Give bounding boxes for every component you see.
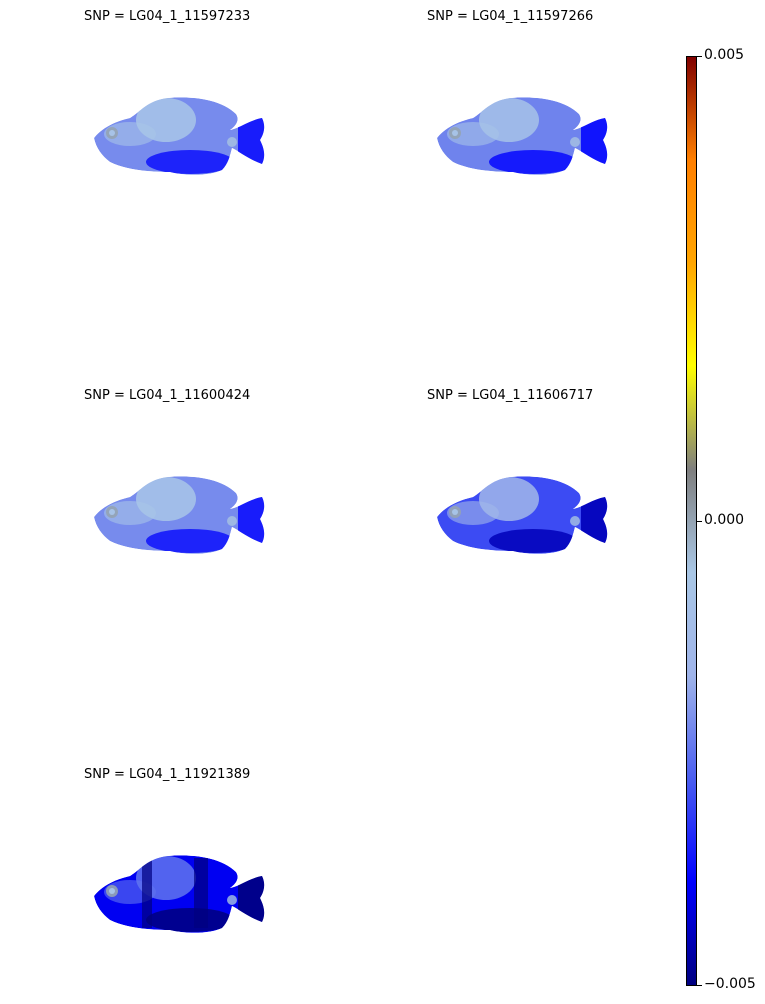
fish-tail [581, 114, 608, 170]
colorbar-label-zero: 0.000 [704, 512, 745, 528]
fish-tail [581, 493, 608, 549]
colorbar-tick-max [697, 56, 702, 57]
colorbar-tick-zero [697, 521, 702, 522]
panel-title-2: SNP = LG04_1_11597266 [427, 9, 594, 24]
fish-pupil [452, 509, 458, 515]
colorbar [686, 56, 697, 986]
fish-head-patch [104, 501, 156, 525]
fish-tail [238, 114, 265, 170]
fish-heatmap-4 [437, 476, 608, 554]
fish-tail-spot [227, 895, 237, 905]
fish-head-patch [447, 501, 499, 525]
fish-ventral-band [146, 529, 234, 553]
fish-ventral-band [146, 908, 234, 932]
fish-stripe [194, 858, 208, 928]
fish-heatmap-5 [94, 855, 265, 933]
colorbar-label-max: 0.005 [704, 47, 745, 63]
fish-stripe [142, 858, 152, 928]
panel-title-4: SNP = LG04_1_11606717 [427, 388, 594, 403]
colorbar-fill [686, 56, 697, 986]
fish-tail [238, 872, 265, 928]
fish-pupil [452, 130, 458, 136]
fish-ventral-band [489, 529, 577, 553]
fish-head-patch [104, 122, 156, 146]
panel-title-3: SNP = LG04_1_11600424 [84, 388, 251, 403]
fish-tail-spot [570, 516, 580, 526]
fish-pupil [109, 130, 115, 136]
panel-title-1: SNP = LG04_1_11597233 [84, 9, 251, 24]
fish-tail-spot [570, 137, 580, 147]
fish-heatmap-2 [437, 97, 608, 175]
fish-pupil [109, 888, 115, 894]
colorbar-label-min: −0.005 [704, 976, 756, 992]
fish-ventral-band [146, 150, 234, 174]
fish-tail-spot [227, 516, 237, 526]
fish-tail-spot [227, 137, 237, 147]
fish-tail [238, 493, 265, 549]
fish-heatmap-3 [94, 476, 265, 554]
fish-head-patch [447, 122, 499, 146]
fish-ventral-band [489, 150, 577, 174]
panel-title-5: SNP = LG04_1_11921389 [84, 767, 251, 782]
fish-pupil [109, 509, 115, 515]
fish-heatmap-1 [94, 97, 265, 175]
colorbar-tick-min [697, 985, 702, 986]
